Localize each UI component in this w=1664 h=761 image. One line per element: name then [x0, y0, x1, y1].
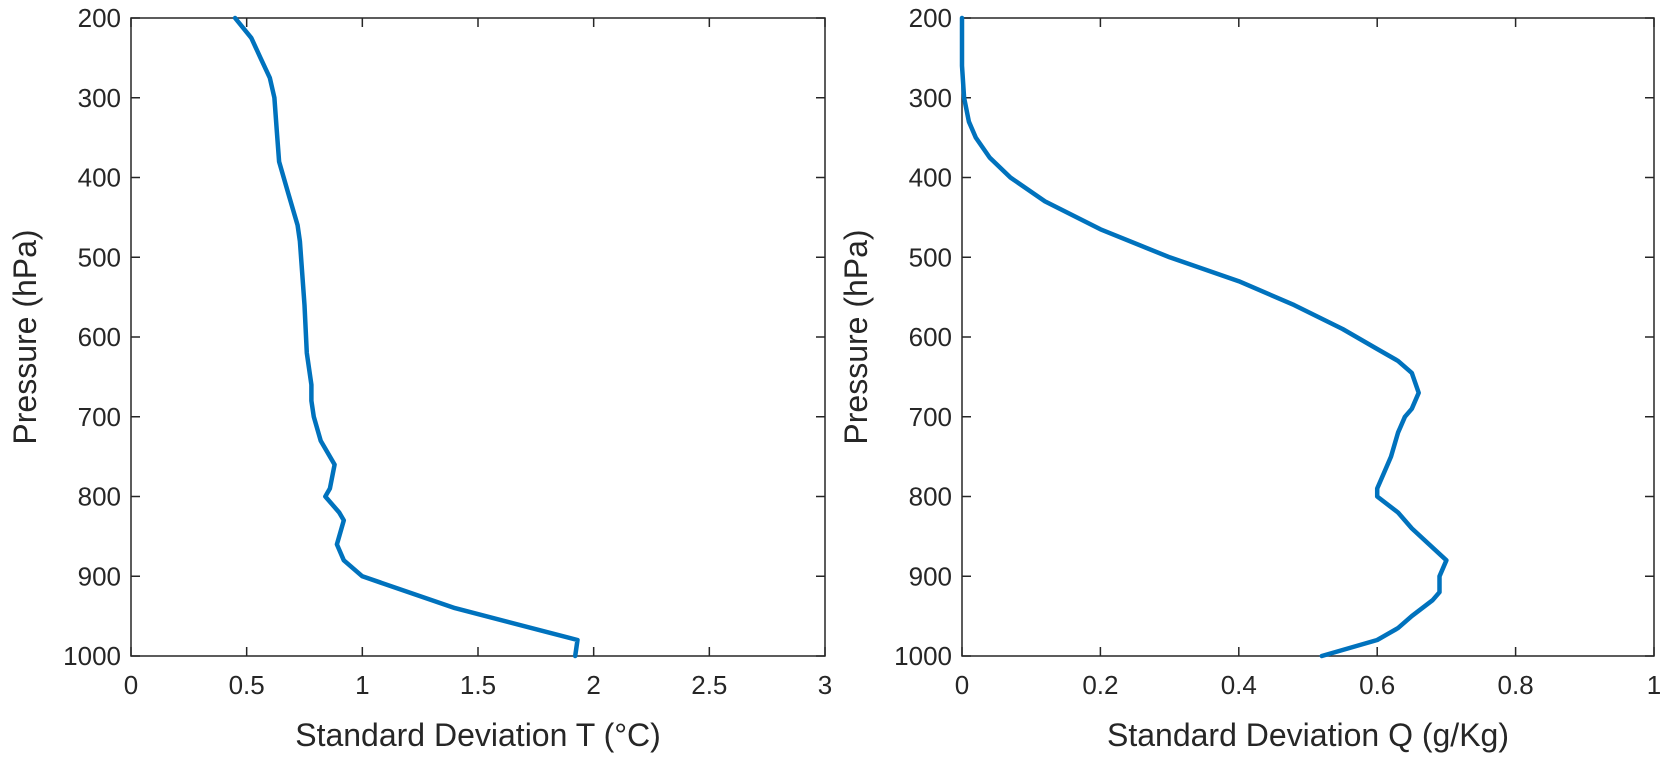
humidity-x-tick-label: 0.4 [1221, 670, 1257, 700]
humidity-x-tick-label: 0.6 [1359, 670, 1395, 700]
temperature-x-tick-label: 1.5 [460, 670, 496, 700]
humidity-y-axis-label: Pressure (hPa) [838, 229, 874, 444]
temperature-x-tick-label: 0 [124, 670, 138, 700]
humidity-y-tick-label: 500 [909, 242, 952, 272]
temperature-x-tick-label: 1 [355, 670, 369, 700]
humidity-y-tick-label: 800 [909, 482, 952, 512]
temperature-y-axis-label: Pressure (hPa) [7, 229, 43, 444]
temperature-x-tick-label: 3 [818, 670, 832, 700]
temperature-y-tick-label: 500 [78, 242, 121, 272]
temperature-x-tick-label: 2 [586, 670, 600, 700]
temperature-profile-line [232, 15, 580, 659]
temperature-y-tick-label: 400 [78, 163, 121, 193]
temperature-ticks: 0 0.5 1 1.5 2 2.5 3 200 300 400 500 600 700 800 900 100… [63, 3, 832, 700]
humidity-y-tick-label: 200 [909, 3, 952, 33]
temperature-y-tick-label: 600 [78, 322, 121, 352]
temperature-y-tick-label: 300 [78, 83, 121, 113]
temperature-panel: 0 0.5 1 1.5 2 2.5 3 200 300 400 500 600 700 800 900 100… [7, 3, 832, 753]
humidity-y-tick-label: 900 [909, 561, 952, 591]
humidity-y-tick-label: 400 [909, 163, 952, 193]
humidity-y-tick-label: 1000 [894, 641, 952, 671]
temperature-x-axis-label: Standard Deviation T (°C) [295, 717, 661, 753]
humidity-panel: 0 0.2 0.4 0.6 0.8 1 200 300 400 500 600 700 800 900 10… [838, 3, 1661, 753]
humidity-ticks: 0 0.2 0.4 0.6 0.8 1 200 300 400 500 600 700 800 900 10… [894, 3, 1661, 700]
temperature-series [232, 15, 580, 659]
temperature-y-tick-label: 200 [78, 3, 121, 33]
humidity-series [959, 15, 1449, 659]
humidity-y-tick-label: 600 [909, 322, 952, 352]
temperature-y-tick-label: 800 [78, 482, 121, 512]
humidity-x-tick-label: 0.8 [1498, 670, 1534, 700]
temperature-x-tick-label: 2.5 [691, 670, 727, 700]
temperature-y-tick-label: 1000 [63, 641, 121, 671]
humidity-x-tick-label: 0.2 [1082, 670, 1118, 700]
temperature-x-tick-label: 0.5 [229, 670, 265, 700]
temperature-y-tick-label: 700 [78, 402, 121, 432]
humidity-x-tick-label: 0 [955, 670, 969, 700]
humidity-x-tick-label: 1 [1647, 670, 1661, 700]
humidity-y-tick-label: 700 [909, 402, 952, 432]
humidity-profile-line [959, 15, 1449, 659]
temperature-y-tick-label: 900 [78, 561, 121, 591]
humidity-x-axis-label: Standard Deviation Q (g/Kg) [1107, 717, 1509, 753]
humidity-y-tick-label: 300 [909, 83, 952, 113]
